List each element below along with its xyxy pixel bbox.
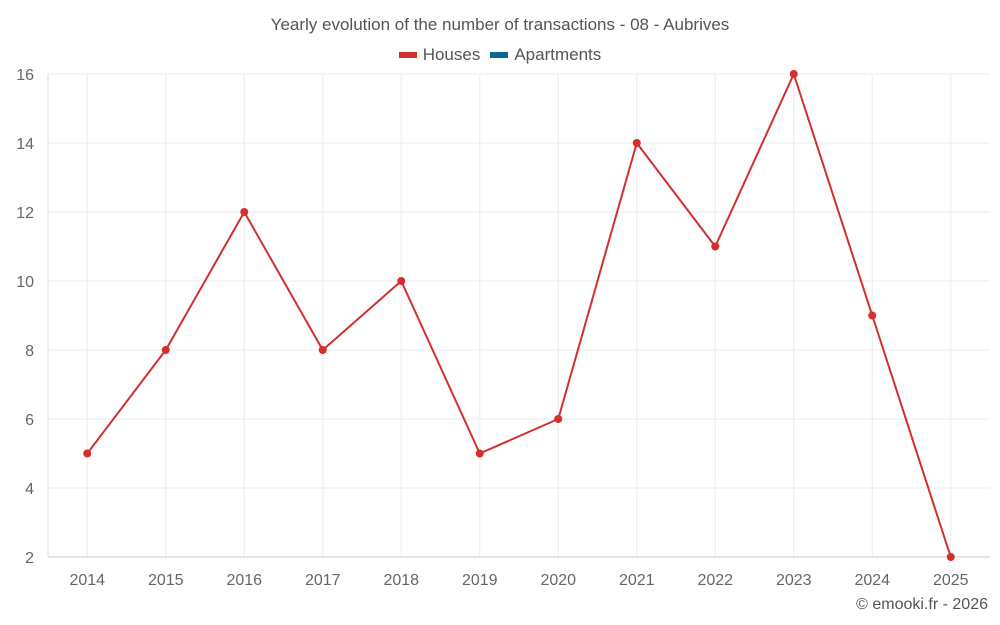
y-tick-label: 16 [16, 67, 34, 84]
data-point [161, 346, 170, 354]
series [83, 70, 955, 561]
data-point [397, 277, 406, 285]
data-point [554, 415, 563, 423]
x-tick-label: 2017 [305, 572, 341, 589]
y-tick-label: 10 [16, 274, 34, 291]
x-tick-label: 2023 [776, 572, 812, 589]
y-tick-label: 8 [25, 343, 34, 360]
data-point [318, 346, 327, 354]
grid [48, 73, 990, 558]
legend-swatch-apartments [490, 52, 509, 58]
legend-swatch-houses [398, 52, 417, 58]
x-tick-label: 2024 [854, 572, 890, 589]
legend-label-apartments: Apartments [514, 45, 602, 64]
x-tick-label: 2019 [462, 572, 498, 589]
x-tick-label: 2015 [148, 572, 184, 589]
data-point [711, 242, 720, 251]
data-point [789, 70, 798, 78]
axes: 2 4 6 8 10 12 14 16 2014 2015 2016 2017 2018 2019 2020… [16, 67, 990, 589]
x-tick-label: 2020 [540, 572, 576, 589]
series-line-houses [86, 73, 952, 558]
data-point [475, 449, 484, 458]
x-tick-label: 2021 [619, 572, 655, 589]
x-tick-label: 2016 [226, 572, 262, 589]
legend-item-apartments[interactable]: Apartments [490, 45, 601, 65]
y-tick-label: 6 [25, 412, 34, 429]
legend-item-houses[interactable]: Houses [398, 45, 481, 65]
chart-title: Yearly evolution of the number of transa… [270, 15, 730, 34]
y-tick-label: 2 [25, 550, 34, 567]
credit-text: © emooki.fr - 2026 [856, 596, 988, 613]
y-tick-label: 4 [25, 481, 34, 498]
data-point [868, 311, 877, 320]
x-tick-label: 2022 [697, 572, 733, 589]
y-tick-label: 12 [16, 205, 34, 222]
x-tick-label: 2018 [383, 572, 419, 589]
data-point [240, 208, 249, 216]
legend-label-houses: Houses [422, 45, 481, 64]
data-point [83, 449, 92, 458]
x-tick-label: 2025 [933, 572, 969, 589]
data-point [632, 139, 641, 147]
x-tick-label: 2014 [69, 572, 105, 589]
y-tick-label: 14 [16, 136, 34, 153]
legend: Houses Apartments [0, 45, 1000, 65]
data-point [946, 553, 955, 561]
